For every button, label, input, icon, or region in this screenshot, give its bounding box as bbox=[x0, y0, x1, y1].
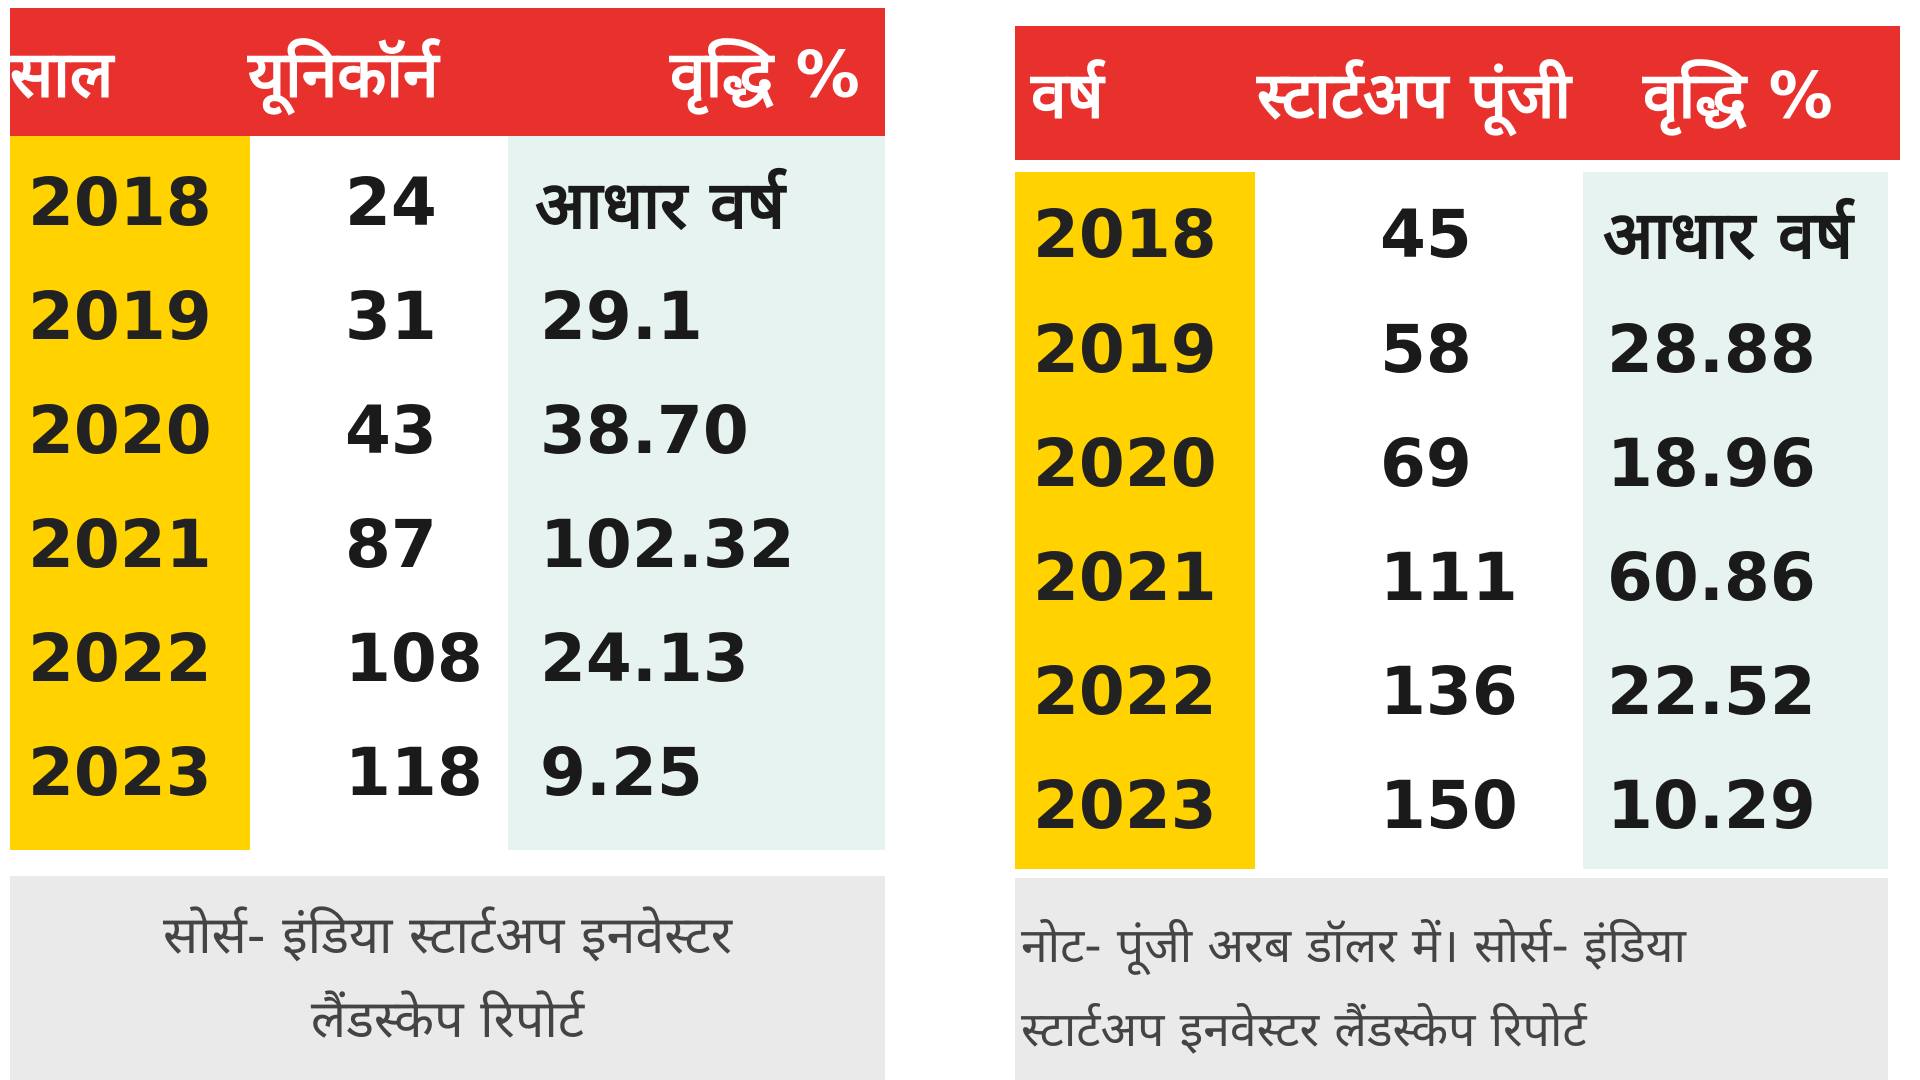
year-cell: 2023 bbox=[28, 734, 212, 811]
growth-cell: 9.25 bbox=[540, 734, 703, 811]
growth-cell: 60.86 bbox=[1607, 539, 1816, 616]
growth-cell: 24.13 bbox=[540, 620, 749, 697]
growth-cell: 10.29 bbox=[1607, 767, 1816, 844]
source-note-line: सोर्स- इंडिया स्टार्टअप इनवेस्टर bbox=[163, 906, 732, 966]
unicorn-count-cell: 118 bbox=[345, 734, 483, 811]
year-cell: 2018 bbox=[28, 164, 212, 241]
capital-value-cell: 45 bbox=[1380, 196, 1472, 273]
year-cell: 2020 bbox=[28, 392, 212, 469]
growth-cell: 38.70 bbox=[540, 392, 749, 469]
unicorn-count-cell: 108 bbox=[345, 620, 483, 697]
capital-value-cell: 150 bbox=[1380, 767, 1518, 844]
growth-cell: 102.32 bbox=[540, 506, 795, 583]
year-column bbox=[10, 136, 250, 850]
header-growth: वृद्धि % bbox=[1643, 59, 1833, 134]
year-cell: 2022 bbox=[1033, 653, 1217, 730]
capital-table: वर्ष स्टार्टअप पूंजी वृद्धि % 2018 45 आध… bbox=[1015, 26, 1900, 1080]
growth-cell: 29.1 bbox=[540, 278, 703, 355]
unicorn-count-cell: 87 bbox=[345, 506, 437, 583]
growth-cell: 22.52 bbox=[1607, 653, 1816, 730]
source-note: सोर्स- इंडिया स्टार्टअप इनवेस्टर लैंडस्क… bbox=[10, 876, 885, 1080]
year-cell: 2023 bbox=[1033, 767, 1217, 844]
source-note-line: लैंडस्केप रिपोर्ट bbox=[310, 990, 585, 1050]
source-note-line: स्टार्टअप इनवेस्टर लैंडस्केप रिपोर्ट bbox=[1021, 1002, 1587, 1058]
capital-value-cell: 58 bbox=[1380, 311, 1472, 388]
source-note-line: नोट- पूंजी अरब डॉलर में। सोर्स- इंडिया bbox=[1021, 918, 1686, 974]
year-cell: 2022 bbox=[28, 620, 212, 697]
growth-cell: आधार वर्ष bbox=[1603, 197, 1853, 274]
year-cell: 2020 bbox=[1033, 425, 1217, 502]
unicorn-count-cell: 31 bbox=[345, 278, 437, 355]
header-growth: वृद्धि % bbox=[670, 38, 860, 113]
growth-cell: आधार वर्ष bbox=[535, 167, 785, 244]
year-cell: 2019 bbox=[1033, 311, 1217, 388]
year-cell: 2019 bbox=[28, 278, 212, 355]
growth-column bbox=[1583, 172, 1888, 869]
year-cell: 2018 bbox=[1033, 196, 1217, 273]
source-note: नोट- पूंजी अरब डॉलर में। सोर्स- इंडिया स… bbox=[1015, 878, 1888, 1080]
growth-cell: 28.88 bbox=[1607, 311, 1816, 388]
growth-cell: 18.96 bbox=[1607, 425, 1816, 502]
header-unicorn: यूनिकॉर्न bbox=[248, 38, 439, 113]
unicorn-count-cell: 24 bbox=[345, 164, 437, 241]
year-cell: 2021 bbox=[28, 506, 212, 583]
growth-column bbox=[508, 136, 885, 850]
header-capital: स्टार्टअप पूंजी bbox=[1257, 59, 1571, 134]
capital-value-cell: 111 bbox=[1380, 539, 1518, 616]
unicorn-count-cell: 43 bbox=[345, 392, 437, 469]
header-year: साल bbox=[10, 38, 114, 113]
capital-table-header: वर्ष स्टार्टअप पूंजी वृद्धि % bbox=[1015, 26, 1900, 160]
capital-value-cell: 69 bbox=[1380, 425, 1472, 502]
year-cell: 2021 bbox=[1033, 539, 1217, 616]
header-year: वर्ष bbox=[1031, 59, 1104, 134]
unicorn-table-header: साल यूनिकॉर्न वृद्धि % bbox=[10, 8, 885, 136]
year-column bbox=[1015, 172, 1255, 869]
capital-value-cell: 136 bbox=[1380, 653, 1518, 730]
unicorn-table: साल यूनिकॉर्न वृद्धि % 2018 24 आधार वर्ष… bbox=[10, 8, 885, 1080]
